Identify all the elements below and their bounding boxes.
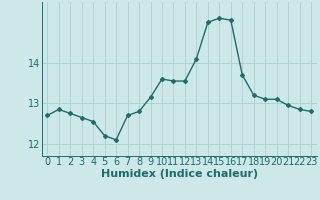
X-axis label: Humidex (Indice chaleur): Humidex (Indice chaleur) bbox=[100, 169, 258, 179]
